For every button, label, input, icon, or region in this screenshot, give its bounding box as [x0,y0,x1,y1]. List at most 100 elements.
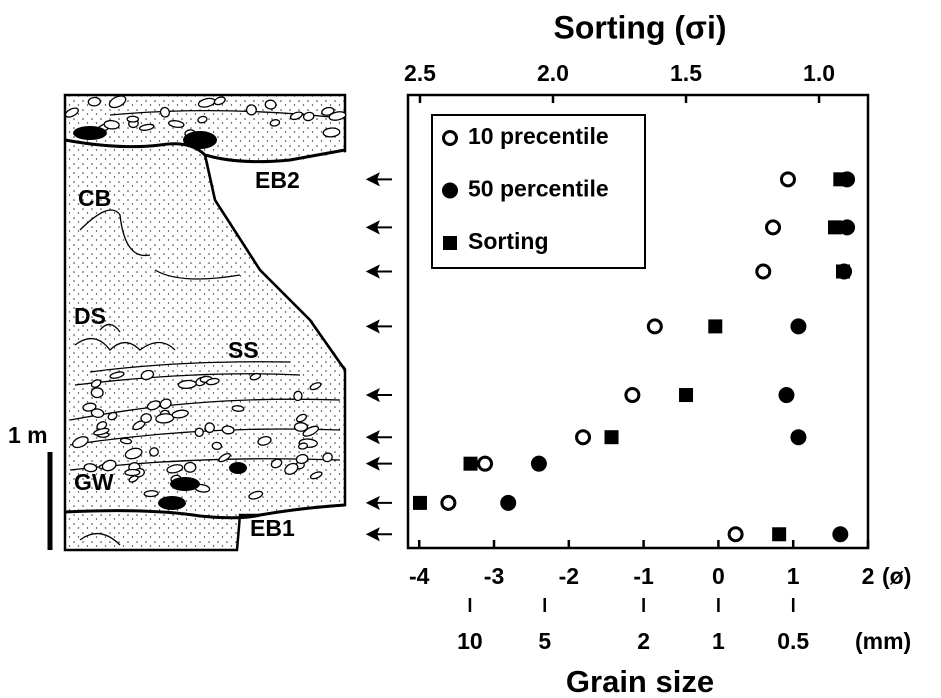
marker-square [708,319,723,334]
tick-label: 0 [712,563,725,589]
gravel-clast [166,464,184,474]
section-column: 1 m CB DS SS GW EB2 EB1 [8,93,347,552]
gravel-clast [264,99,277,110]
gravel-clast [213,96,226,106]
gravel-clast [159,398,172,410]
tick-label: 0.5 [777,628,809,654]
marker-square [463,456,478,471]
gravel-clast [101,459,117,472]
marker-open-circle [575,429,592,446]
gravel-clast [64,107,79,118]
gravel-clast [322,452,333,463]
gravel-clast [143,490,159,498]
clasts [73,126,247,510]
gravel-clast [82,402,97,412]
marker-square [828,220,843,235]
marker-circle [839,219,856,236]
gravel-clast [297,442,309,450]
gravel-clast [93,427,110,436]
marker-square [835,264,850,279]
gravel-clast [284,462,299,475]
gravel-clast [90,408,105,419]
marker-open-circle [646,318,663,335]
gravel-clast [108,95,127,109]
gravel-clast [296,413,308,423]
marker-circle [832,526,849,543]
marker-square [412,495,427,510]
gravel-clast [72,436,89,449]
plot-frame [406,93,870,550]
marker-circle [530,455,547,472]
gravel-clast [302,111,315,122]
sample-arrow [365,264,392,279]
tick-label: 2 [862,563,875,589]
tick-label: 1 [787,563,800,589]
marker-open-circle [624,387,641,404]
gravel-clast [245,104,257,116]
gravel-clast [103,119,120,130]
gravel-clast [90,379,102,388]
gravel-clast [194,427,204,438]
gravel-clast [87,96,102,107]
gravel-clast [309,471,323,480]
legend-label: Sorting [468,228,549,254]
tick-label: -4 [409,563,430,589]
sample-arrow [365,172,392,187]
tick-label: 2.0 [537,60,569,86]
gravel-clast [249,372,262,381]
gravel-clast [321,106,335,116]
gravel-clast [221,425,235,435]
marker-open-circle [755,263,772,280]
gravel-clast [109,371,125,379]
gravel-clast [295,453,309,465]
gravel-clast [171,409,189,419]
gravel-clast [257,436,272,446]
tick-label: 1 [712,628,725,654]
gravel-clast [183,461,197,473]
x-unit: (ø) [882,563,911,589]
marker-open-circle [765,219,782,236]
legend-label: 10 precentile [468,123,609,149]
gravel-clast [218,452,231,463]
sand-boundary [203,154,347,371]
tick-label: -1 [633,563,654,589]
gravel-clast [328,111,347,121]
tick-label: 5 [538,628,551,654]
unit-label: EB1 [250,515,295,541]
gravel-clast [293,422,309,432]
sample-arrow [365,430,392,445]
gravel-clast [289,111,303,121]
tick-label: 2.5 [404,60,436,86]
gravel-clast [107,411,118,421]
gravel-clast [197,115,208,124]
marker-square [679,388,694,403]
legend-marker [442,130,458,146]
marker-open-circle [779,171,796,188]
gravel-clast [293,390,303,402]
tick-label: -2 [559,563,579,589]
unit-label: DS [74,303,106,329]
marker-circle [500,494,517,511]
marker-circle [790,318,807,335]
scale-label: 1 m [8,422,48,448]
mm-unit: (mm) [855,628,911,654]
unit-label: GW [74,469,114,495]
marker-open-circle [477,455,494,472]
gravel-clast [149,447,159,457]
gravel-clast [167,120,185,128]
marker-open-circle [727,526,744,543]
tick-label: 2 [637,628,650,654]
unit-label: CB [78,185,111,211]
gravel-clast [302,425,320,437]
gravel-clast [322,127,341,138]
marker-circle [778,387,795,404]
legend-label: 50 percentile [468,176,609,202]
marker-square [604,430,619,445]
unit-label: SS [228,337,259,363]
gravel-clast [119,437,133,445]
tick-label: -3 [484,563,504,589]
eb1-boundary [64,503,346,520]
tick-label: 1.5 [670,60,702,86]
marker-open-circle [440,494,457,511]
gravel-clast [146,400,161,411]
